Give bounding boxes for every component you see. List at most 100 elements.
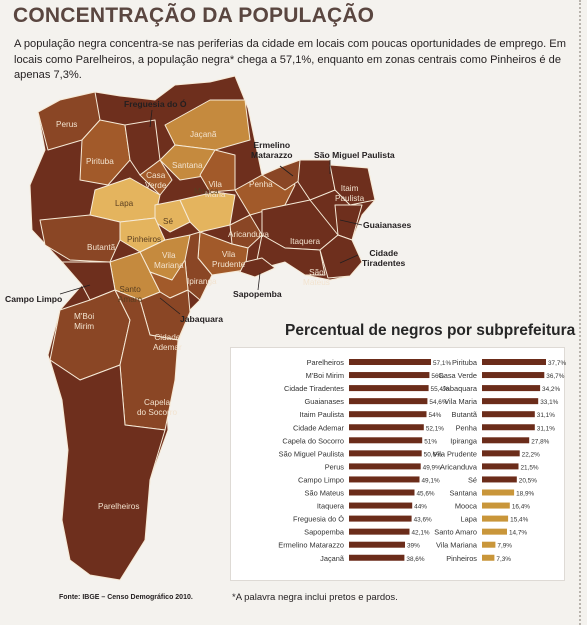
bar-category-label: Penha	[456, 423, 478, 432]
bar-value-label: 51%	[424, 438, 437, 445]
bar-mark	[482, 528, 507, 535]
region-cidade-tiradentes	[319, 234, 363, 279]
bar-mark	[349, 554, 405, 561]
bar-mark	[349, 502, 413, 509]
map-label-itaquera: Itaquera	[290, 237, 321, 246]
bar-chart-panel: Parelheiros 57,1% M'Boi Mirim 56% Cidade Tir…	[230, 347, 566, 581]
bar-mark	[349, 372, 430, 379]
map-label-sao-mateus: São Mateus	[303, 268, 330, 287]
bar-value-label: 36,7%	[546, 373, 564, 380]
leader-jabaquara	[159, 297, 181, 315]
bar-value-label: 38,6%	[406, 556, 424, 563]
map-label-pirituba: Pirituba	[86, 157, 114, 166]
page-title: CONCENTRAÇÃO DA POPULAÇÃO	[13, 4, 375, 27]
leader-sapopemba	[257, 272, 261, 291]
bar-value-label: 44%	[414, 504, 427, 511]
bar-category-label: Santana	[449, 489, 477, 498]
callout-guaianases: Guaianases	[363, 220, 412, 230]
bar-mark	[349, 359, 431, 365]
bar-category-label: Sapopemba	[304, 528, 345, 537]
bar-category-label: Perus	[325, 462, 345, 471]
bar-mark	[482, 502, 510, 509]
bar-category-label: Ipiranga	[450, 436, 478, 445]
bar-value-label: 21,5%	[520, 464, 538, 471]
region-vila-maria	[199, 149, 236, 193]
callout-campo-limpo: Campo Limpo	[5, 294, 63, 304]
map-svg	[29, 75, 376, 581]
bar-mark	[482, 385, 541, 392]
bar-value-label: 31,1%	[537, 412, 555, 419]
bar-value-label: 43,6%	[414, 517, 432, 524]
bar-category-label: Freguesia do Ó	[293, 515, 344, 524]
leader-campo-limpo	[59, 284, 91, 295]
bar-category-label: Santo Amaro	[434, 528, 477, 537]
bar-category-label: Mooca	[455, 502, 478, 511]
bar-category-label: São Miguel Paulista	[279, 449, 345, 458]
bar-category-label: Cidade Ademar	[293, 423, 344, 432]
source-note: Fonte: IBGE – Censo Demográfico 2010.	[59, 594, 193, 601]
bar-mark	[349, 476, 420, 483]
callout-cidade-tiradentes: Cidade Tiradentes	[362, 248, 406, 268]
bar-value-label: 52,1%	[426, 425, 444, 432]
bar-value-label: 15,4%	[510, 517, 528, 524]
bar-mark	[349, 411, 427, 418]
bar-category-label: Lapa	[461, 515, 478, 524]
bar-mark	[482, 398, 539, 405]
bar-mark	[482, 372, 545, 379]
bar-value-label: 7,9%	[497, 543, 512, 550]
bar-mark	[349, 541, 405, 548]
bar-category-label: Itaim Paulista	[300, 410, 345, 419]
bar-mark	[482, 463, 519, 470]
bar-value-label: 56%	[431, 373, 444, 380]
bar-value-label: 20,5%	[519, 477, 537, 484]
region-aricanduva	[229, 214, 263, 249]
map-label-jacana: Jaçanã	[190, 130, 217, 139]
bar-category-label: Pinheiros	[446, 554, 477, 563]
bar-category-label: São Mateus	[305, 489, 345, 498]
bar-value-label: 39%	[407, 543, 420, 550]
map-label-vila-mariana: Vila Mariana	[154, 251, 184, 270]
bar-mark	[349, 489, 415, 496]
bar-value-label: 27,8%	[531, 438, 549, 445]
map-label-itaim-paulista: Itaim Paulista	[335, 184, 365, 203]
bar-mark	[482, 476, 517, 483]
map-label-m-boi-mirim: M'Boi Mirim	[74, 312, 95, 331]
bar-mark	[482, 411, 535, 418]
bar-value-label: 22,2%	[522, 451, 540, 458]
region-capela-do-socorro	[114, 289, 179, 431]
bar-value-label: 49,1%	[422, 477, 440, 484]
bar-mark	[349, 398, 428, 405]
bar-category-label: Aricanduva	[440, 462, 478, 471]
bar-value-label: 18,9%	[516, 491, 534, 498]
bar-value-label: 54,6%	[429, 399, 447, 406]
callout-jabaquara: Jabaquara	[180, 314, 223, 324]
map-label-pinheiros: Pinheiros	[127, 235, 162, 244]
callout-sapopemba: Sapopemba	[233, 289, 282, 299]
bar-category-label: Cidade Tiradentes	[284, 384, 344, 393]
chart-title: Percentual de negros por subprefeitura	[285, 322, 576, 339]
map-label-lapa: Lapa	[115, 199, 134, 208]
map-label-vila-prudente: Vila Prudente	[212, 250, 246, 269]
bar-category-label: Vila Mariana	[436, 541, 478, 550]
map-label-capela-do-socorro: Capela do Socorro	[137, 398, 178, 417]
map-label-perus: Perus	[56, 120, 78, 129]
bar-mark	[349, 424, 424, 431]
map-label-se: Sé	[163, 217, 174, 226]
bar-mark	[482, 554, 495, 561]
bar-category-label: Pirituba	[452, 358, 478, 367]
footnote: *A palavra negra inclui pretos e pardos.	[232, 592, 398, 603]
callout-ermelino-matarazzo: Ermelino Matarazzo	[251, 140, 293, 160]
bar-chart-svg: Parelheiros 57,1% M'Boi Mirim 56% Cidade Tir…	[278, 358, 566, 563]
map-label-mooca: Mooca	[194, 187, 219, 196]
region-butanta	[39, 214, 121, 263]
map-label-santana: Santana	[172, 161, 203, 170]
bar-value-label: 45,6%	[416, 491, 434, 498]
region-itaim-paulista	[329, 164, 376, 206]
bar-category-label: Guaianases	[305, 397, 345, 406]
bar-value-label: 14,7%	[509, 530, 527, 537]
bar-category-label: Jabaquara	[442, 384, 478, 393]
map-label-aricanduva: Aricanduva	[228, 230, 269, 239]
bar-category-label: Casa Verde	[438, 371, 477, 380]
bar-mark	[349, 437, 423, 444]
bar-mark	[482, 515, 509, 522]
